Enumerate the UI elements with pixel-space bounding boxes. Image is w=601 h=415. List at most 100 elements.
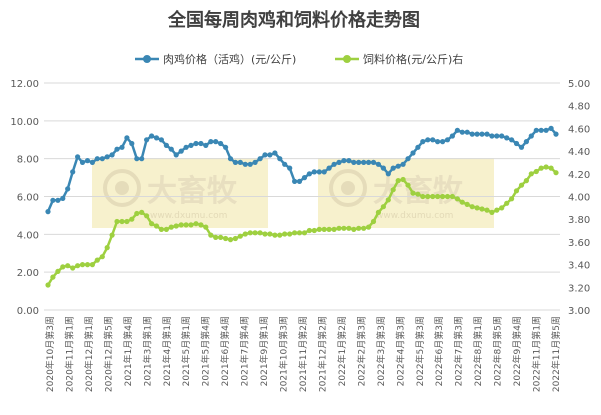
data-point-meat-chicken <box>252 159 258 165</box>
data-point-meat-chicken <box>420 139 426 145</box>
data-point-feed <box>227 237 234 243</box>
data-point-feed <box>311 227 317 234</box>
data-point-feed <box>405 182 411 188</box>
series-feed <box>45 164 559 288</box>
data-point-meat-chicken <box>336 159 342 165</box>
data-point-feed <box>60 264 66 270</box>
data-point-feed <box>282 231 288 237</box>
data-point-feed <box>183 222 189 228</box>
data-point-feed <box>553 170 559 176</box>
data-point-meat-chicken <box>267 152 273 158</box>
data-point-meat-chicken <box>168 146 174 152</box>
data-point-feed <box>252 230 258 236</box>
legend-label-meat-chicken: 肉鸡价格（活鸡）(元/公斤) <box>163 52 296 66</box>
data-point-meat-chicken <box>79 159 86 165</box>
data-point-meat-chicken <box>449 133 455 139</box>
data-point-meat-chicken <box>405 156 411 162</box>
data-point-feed <box>168 224 174 230</box>
data-point-feed <box>247 230 253 236</box>
data-point-meat-chicken <box>287 165 293 171</box>
data-point-meat-chicken <box>119 144 125 150</box>
series <box>45 125 559 288</box>
data-point-feed <box>223 235 229 242</box>
chart-title: 全国每周肉鸡和饲料价格走势图 <box>167 9 420 31</box>
data-point-feed <box>139 209 145 215</box>
data-point-meat-chicken <box>326 165 332 171</box>
series-meat-chicken <box>45 125 559 215</box>
data-point-feed <box>464 201 470 207</box>
data-point-feed <box>385 197 391 203</box>
data-point-meat-chicken <box>321 169 327 175</box>
data-point-feed <box>306 227 312 234</box>
watermark-logo-dot <box>115 181 129 195</box>
data-point-meat-chicken <box>124 135 130 141</box>
data-point-feed <box>533 168 539 175</box>
data-point-feed <box>395 178 401 184</box>
x-tick-label: 2021年9月第1周 <box>258 316 270 386</box>
x-tick-label: 2021年11月第2周 <box>297 316 309 392</box>
data-point-feed <box>153 223 160 229</box>
data-point-feed <box>99 254 105 260</box>
data-point-feed <box>484 207 490 213</box>
data-point-feed <box>178 222 184 228</box>
x-tick-label: 2022年8月第5周 <box>492 316 504 386</box>
data-point-meat-chicken <box>548 125 554 131</box>
data-point-feed <box>331 226 337 232</box>
data-point-meat-chicken <box>139 156 145 162</box>
data-point-feed <box>242 231 248 237</box>
data-point-meat-chicken <box>543 127 549 133</box>
watermark-text: 大畜牧 <box>147 174 238 209</box>
data-point-meat-chicken <box>346 158 352 164</box>
data-point-meat-chicken <box>454 127 460 133</box>
data-point-meat-chicken <box>213 139 219 145</box>
x-tick-label: 2022年4月第3周 <box>394 316 406 386</box>
data-point-meat-chicken <box>109 152 115 158</box>
data-point-meat-chicken <box>440 139 446 145</box>
legend-marker-feed <box>343 55 351 63</box>
watermark-url: www.dxumu.com <box>150 211 227 221</box>
data-point-meat-chicken <box>292 178 298 184</box>
legend-marker-meat-chicken <box>143 55 151 63</box>
x-tick-label: 2022年9月第4周 <box>511 316 523 386</box>
data-point-meat-chicken <box>99 156 105 162</box>
data-point-feed <box>134 210 140 217</box>
data-point-feed <box>528 171 534 177</box>
data-point-feed <box>336 225 342 231</box>
data-point-meat-chicken <box>518 144 525 150</box>
data-point-feed <box>296 230 303 236</box>
data-point-feed <box>440 193 446 200</box>
data-point-feed <box>84 262 91 268</box>
data-point-meat-chicken <box>55 197 61 203</box>
watermark-url: www.dxumu.com <box>376 211 453 221</box>
data-point-meat-chicken <box>410 150 416 156</box>
data-point-feed <box>499 205 505 211</box>
data-point-feed <box>494 207 500 213</box>
y-right-tick-label: 4.60 <box>568 124 590 135</box>
data-point-feed <box>213 234 219 240</box>
data-point-feed <box>449 193 455 200</box>
data-point-meat-chicken <box>553 131 559 137</box>
data-point-meat-chicken <box>188 142 194 148</box>
x-tick-label: 2020年10月第3周 <box>44 316 56 392</box>
y-left-tick-label: 0.00 <box>17 306 39 317</box>
data-point-meat-chicken <box>484 131 490 137</box>
data-point-feed <box>513 188 520 194</box>
data-point-meat-chicken <box>400 161 406 167</box>
data-point-feed <box>504 200 510 206</box>
data-point-meat-chicken <box>375 161 381 167</box>
data-point-feed <box>425 193 431 200</box>
y-left-tick-label: 10.00 <box>10 117 39 128</box>
data-point-feed <box>208 232 214 238</box>
data-point-feed <box>218 234 224 240</box>
data-point-meat-chicken <box>65 186 71 192</box>
x-tick-label: 2020年11月第1周 <box>63 316 75 392</box>
data-point-meat-chicken <box>504 135 510 141</box>
data-point-feed <box>203 224 209 230</box>
data-point-meat-chicken <box>84 158 91 164</box>
data-point-feed <box>370 218 377 225</box>
data-point-feed <box>415 191 421 197</box>
data-point-feed <box>489 209 495 215</box>
data-point-meat-chicken <box>444 137 451 143</box>
data-point-meat-chicken <box>94 156 100 162</box>
data-point-feed <box>454 196 460 202</box>
